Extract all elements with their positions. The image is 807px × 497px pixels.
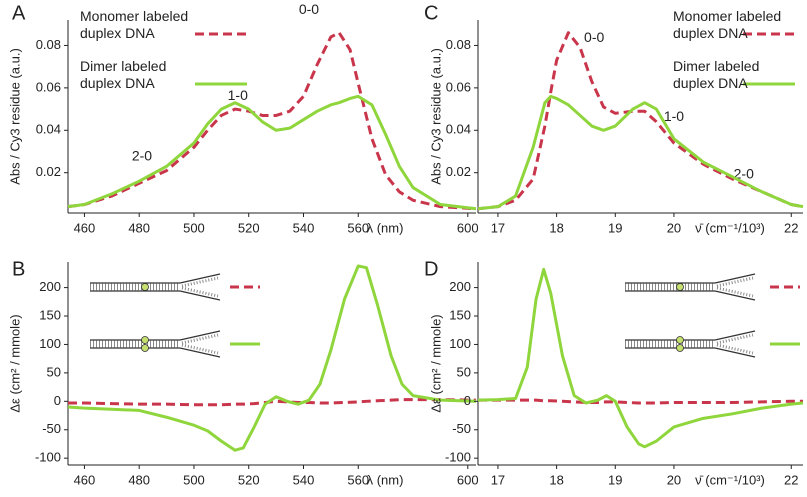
x-tick-label: 600 bbox=[457, 472, 479, 487]
y-tick-label: 0.06 bbox=[446, 79, 471, 94]
x-axis-label: ν̄ (cm⁻¹/10³) bbox=[695, 472, 765, 487]
panel-label: C bbox=[424, 2, 438, 24]
dna-diagram bbox=[625, 331, 755, 357]
x-tick-label: 19 bbox=[608, 472, 622, 487]
y-tick-label: 200 bbox=[39, 279, 61, 294]
x-tick-label: 19 bbox=[608, 220, 622, 235]
y-tick-label: 100 bbox=[449, 336, 471, 351]
legend-label: Dimer labeled duplex DNA bbox=[673, 58, 760, 91]
x-tick-label: 480 bbox=[128, 472, 150, 487]
data-line bbox=[477, 94, 804, 211]
y-tick-label: 0 bbox=[54, 393, 61, 408]
x-tick-label: 17 bbox=[491, 472, 505, 487]
data-line bbox=[477, 267, 804, 449]
x-tick-label: 540 bbox=[293, 220, 315, 235]
dna-diagram bbox=[90, 331, 220, 357]
data-line bbox=[67, 94, 477, 211]
x-tick-label: 17 bbox=[491, 220, 505, 235]
x-tick-label: 480 bbox=[128, 220, 150, 235]
x-axis-label: λ (nm) bbox=[367, 220, 404, 235]
panel-label: B bbox=[12, 258, 25, 280]
x-tick-label: 500 bbox=[183, 220, 205, 235]
x-tick-label: 18 bbox=[549, 472, 563, 487]
data-line bbox=[67, 264, 477, 452]
x-tick-label: 560 bbox=[347, 472, 369, 487]
x-tick-label: 20 bbox=[667, 472, 681, 487]
y-tick-label: 150 bbox=[39, 307, 61, 322]
y-tick-label: 0.02 bbox=[446, 164, 471, 179]
legend-label: Dimer labeled duplex DNA bbox=[80, 58, 167, 91]
y-axis-label: Δε (cm² / mmole) bbox=[428, 314, 443, 412]
y-tick-label: -100 bbox=[445, 450, 471, 465]
dna-diagram bbox=[90, 274, 220, 300]
y-tick-label: 0 bbox=[464, 393, 471, 408]
y-axis-label: Abs / Cy3 residue (a.u.) bbox=[7, 48, 22, 185]
data-line bbox=[67, 31, 477, 211]
y-tick-label: 200 bbox=[449, 279, 471, 294]
y-tick-label: -100 bbox=[35, 450, 61, 465]
x-tick-label: 520 bbox=[238, 472, 260, 487]
x-tick-label: 560 bbox=[347, 220, 369, 235]
data-line bbox=[477, 31, 804, 211]
x-tick-label: 20 bbox=[667, 220, 681, 235]
legend-label: Monomer labeled duplex DNA bbox=[80, 8, 189, 41]
y-tick-label: 0.08 bbox=[36, 37, 61, 52]
annotation: 1-0 bbox=[664, 108, 684, 124]
annotation: 0-0 bbox=[584, 29, 604, 45]
annotation: 2-0 bbox=[132, 148, 152, 164]
x-tick-label: 18 bbox=[549, 220, 563, 235]
x-tick-label: 460 bbox=[74, 472, 96, 487]
panel-label: A bbox=[12, 2, 26, 24]
y-tick-label: 50 bbox=[47, 364, 61, 379]
y-tick-label: 0.06 bbox=[36, 79, 61, 94]
y-tick-label: 50 bbox=[457, 364, 471, 379]
annotation: 1-0 bbox=[228, 87, 248, 103]
y-tick-label: -50 bbox=[42, 421, 61, 436]
annotation: 2-0 bbox=[734, 166, 754, 182]
y-tick-label: 100 bbox=[39, 336, 61, 351]
y-axis-label: Abs / Cy3 residue (a.u.) bbox=[428, 48, 443, 185]
y-tick-label: 150 bbox=[449, 307, 471, 322]
x-axis-label: ν̄ (cm⁻¹/10³) bbox=[695, 220, 765, 235]
y-tick-label: -50 bbox=[452, 421, 471, 436]
dna-diagram bbox=[625, 274, 755, 300]
y-axis-label: Δε (cm² / mmole) bbox=[7, 314, 22, 412]
x-tick-label: 22 bbox=[784, 220, 798, 235]
x-tick-label: 540 bbox=[293, 472, 315, 487]
data-line bbox=[478, 398, 803, 405]
x-tick-label: 520 bbox=[238, 220, 260, 235]
x-tick-label: 22 bbox=[784, 472, 798, 487]
annotation: 0-0 bbox=[299, 1, 319, 17]
x-tick-label: 600 bbox=[457, 220, 479, 235]
y-tick-label: 0.08 bbox=[446, 37, 471, 52]
x-axis-label: λ (nm) bbox=[367, 472, 404, 487]
y-tick-label: 0.04 bbox=[36, 122, 61, 137]
x-tick-label: 460 bbox=[74, 220, 96, 235]
y-tick-label: 0.04 bbox=[446, 122, 471, 137]
panel-label: D bbox=[424, 258, 438, 280]
legend-label: Monomer labeled duplex DNA bbox=[673, 8, 782, 41]
x-tick-label: 500 bbox=[183, 472, 205, 487]
y-tick-label: 0.02 bbox=[36, 164, 61, 179]
